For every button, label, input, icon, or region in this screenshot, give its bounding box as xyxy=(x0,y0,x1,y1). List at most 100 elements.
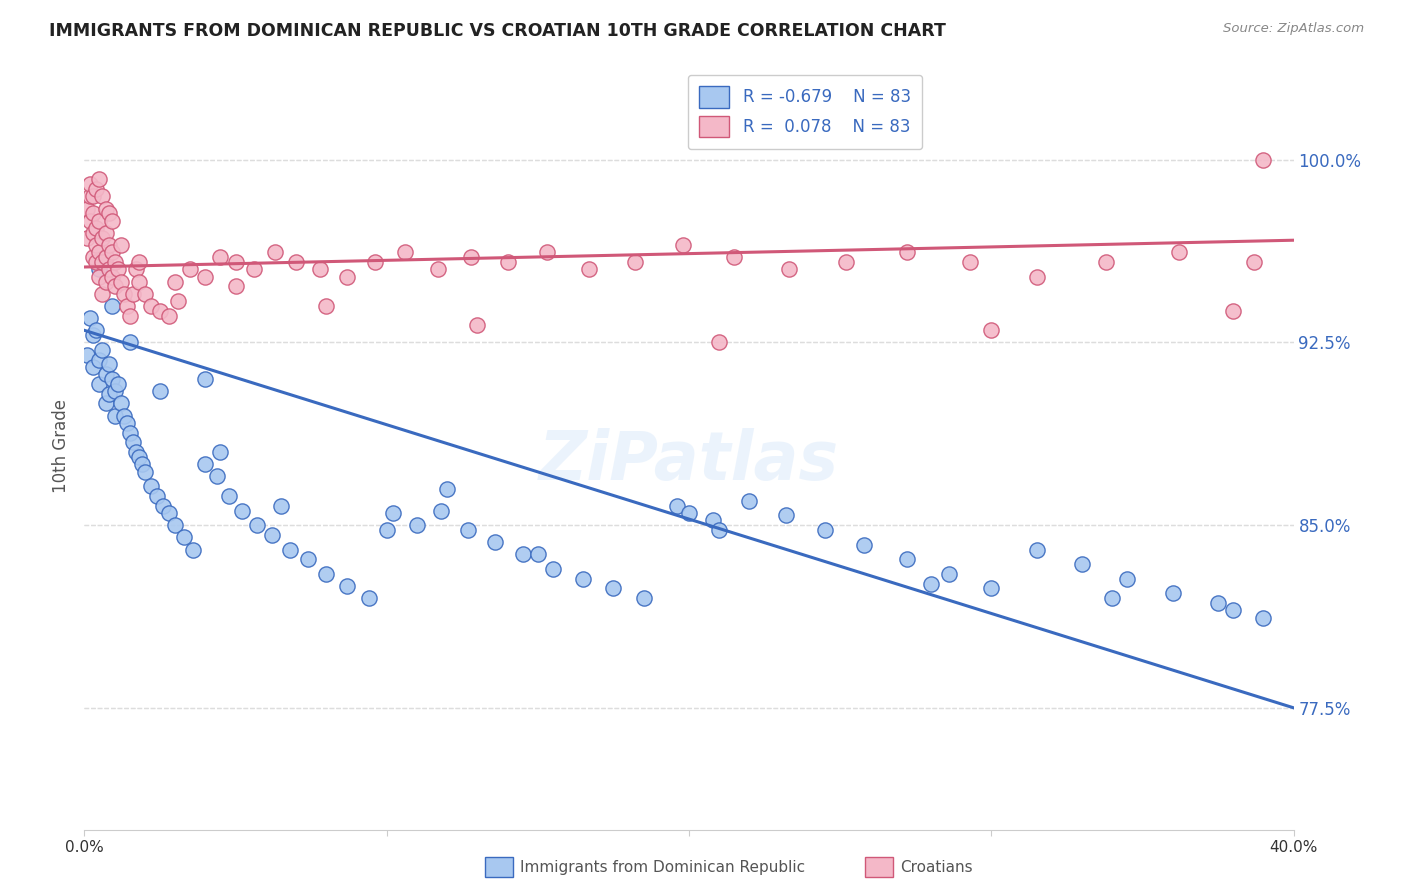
Point xyxy=(1243,255,1265,269)
Point xyxy=(959,255,981,269)
Point xyxy=(149,303,172,318)
Point xyxy=(285,255,308,269)
Text: Immigrants from Dominican Republic: Immigrants from Dominican Republic xyxy=(520,861,806,875)
Point xyxy=(79,178,101,192)
Point xyxy=(270,499,292,513)
Point xyxy=(89,262,111,277)
Point xyxy=(100,372,122,386)
Point xyxy=(363,255,385,269)
Point xyxy=(225,279,247,293)
Point xyxy=(315,566,337,581)
Point xyxy=(496,255,519,269)
Point xyxy=(242,262,264,277)
Point xyxy=(179,262,201,277)
Point xyxy=(246,518,269,533)
Point xyxy=(467,318,489,333)
Point xyxy=(79,213,101,227)
Point xyxy=(181,542,204,557)
Point xyxy=(94,367,117,381)
Point xyxy=(112,286,135,301)
Point xyxy=(209,445,232,459)
Point xyxy=(89,245,111,260)
Point xyxy=(94,275,117,289)
Point xyxy=(194,457,217,471)
Point xyxy=(578,262,600,277)
Point xyxy=(86,182,108,196)
Point xyxy=(86,323,108,337)
Point xyxy=(336,269,359,284)
Point xyxy=(134,465,156,479)
Point xyxy=(82,206,104,220)
Point xyxy=(104,384,127,399)
Point xyxy=(980,582,1002,596)
Point xyxy=(1071,557,1094,571)
Point xyxy=(1222,603,1244,617)
Point xyxy=(79,189,101,203)
Point xyxy=(121,435,143,450)
Point xyxy=(723,250,745,264)
Point xyxy=(406,518,429,533)
Point xyxy=(121,286,143,301)
Point xyxy=(91,231,114,245)
Point xyxy=(778,262,800,277)
Point xyxy=(100,269,122,284)
Point xyxy=(152,499,174,513)
Point xyxy=(536,245,558,260)
Point xyxy=(218,489,240,503)
Point xyxy=(194,372,217,386)
Point xyxy=(853,538,876,552)
Point xyxy=(1095,255,1118,269)
Point xyxy=(1161,586,1184,600)
Point xyxy=(775,508,797,523)
Point xyxy=(86,238,108,252)
Point xyxy=(814,523,837,537)
Point xyxy=(97,206,120,220)
Point xyxy=(89,213,111,227)
Point xyxy=(139,299,162,313)
Point xyxy=(896,245,918,260)
Text: Source: ZipAtlas.com: Source: ZipAtlas.com xyxy=(1223,22,1364,36)
Point xyxy=(94,396,117,410)
Point xyxy=(394,245,416,260)
Point xyxy=(375,523,398,537)
Point xyxy=(381,506,404,520)
Point xyxy=(91,255,114,269)
Text: Croatians: Croatians xyxy=(900,861,973,875)
Point xyxy=(980,323,1002,337)
Point xyxy=(131,457,153,471)
Point xyxy=(336,579,359,593)
Point xyxy=(309,262,332,277)
Point xyxy=(97,238,120,252)
Text: ZiPatlas: ZiPatlas xyxy=(538,428,839,494)
Point xyxy=(165,518,187,533)
Point xyxy=(427,262,450,277)
Y-axis label: 10th Grade: 10th Grade xyxy=(52,399,70,493)
Point xyxy=(167,294,190,309)
Point xyxy=(110,238,132,252)
Point xyxy=(709,335,731,350)
Point xyxy=(278,542,301,557)
Legend: R = -0.679    N = 83, R =  0.078    N = 83: R = -0.679 N = 83, R = 0.078 N = 83 xyxy=(688,75,922,149)
Point xyxy=(91,286,114,301)
Point xyxy=(100,213,122,227)
Point xyxy=(118,335,141,350)
Point xyxy=(173,530,195,544)
Point xyxy=(128,255,150,269)
Point xyxy=(82,189,104,203)
Point xyxy=(134,286,156,301)
Point xyxy=(104,279,127,293)
Point xyxy=(225,255,247,269)
Point xyxy=(139,479,162,493)
Point xyxy=(572,572,595,586)
Point xyxy=(430,503,453,517)
Point xyxy=(82,328,104,343)
Point xyxy=(89,269,111,284)
Point xyxy=(115,299,138,313)
Point xyxy=(104,255,127,269)
Point xyxy=(94,226,117,240)
Point xyxy=(97,262,120,277)
Point xyxy=(896,552,918,566)
Point xyxy=(263,245,285,260)
Point xyxy=(672,238,695,252)
Point xyxy=(146,489,169,503)
